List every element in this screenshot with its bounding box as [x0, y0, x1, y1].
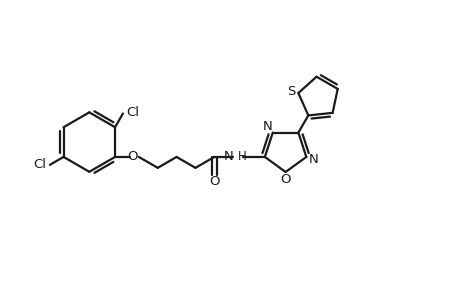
- Text: S: S: [287, 85, 295, 98]
- Text: N: N: [263, 120, 272, 133]
- Text: Cl: Cl: [34, 158, 46, 171]
- Text: N: N: [223, 150, 233, 164]
- Text: H: H: [238, 150, 246, 164]
- Text: O: O: [209, 175, 219, 188]
- Text: N: N: [308, 153, 318, 166]
- Text: Cl: Cl: [126, 106, 139, 119]
- Text: O: O: [127, 150, 138, 164]
- Text: O: O: [280, 173, 290, 186]
